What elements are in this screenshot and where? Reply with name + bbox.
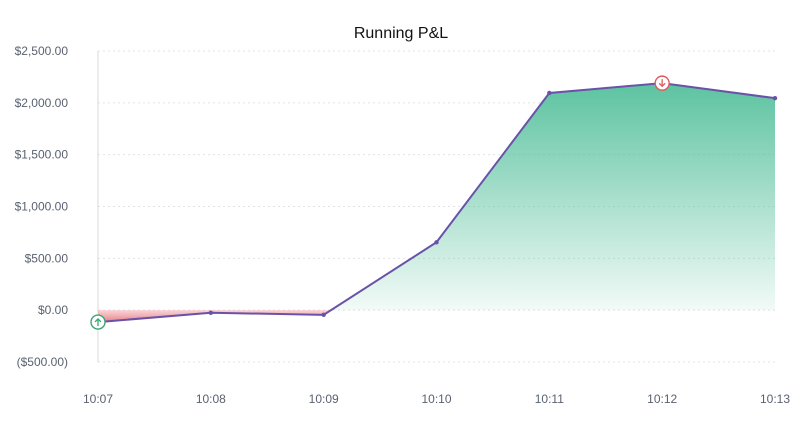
y-tick-label: $500.00 <box>25 251 69 265</box>
data-point <box>772 95 778 101</box>
y-tick-label: $2,000.00 <box>15 96 69 110</box>
x-tick-label: 10:11 <box>535 392 564 406</box>
y-tick-label: $1,500.00 <box>15 148 69 162</box>
chart-title: Running P&L <box>354 25 448 42</box>
x-tick-label: 10:08 <box>196 392 226 406</box>
data-point <box>208 310 214 315</box>
data-point <box>547 90 552 96</box>
area-layer <box>98 83 775 323</box>
arrow-down-icon <box>654 75 670 91</box>
arrow-up-icon <box>90 314 106 330</box>
marker-arrow <box>658 78 666 87</box>
y-tick-label: $1,000.00 <box>15 200 69 214</box>
x-tick-label: 10:13 <box>760 392 790 406</box>
y-tick-label: $2,500.00 <box>15 44 69 58</box>
data-point <box>321 312 326 318</box>
x-tick-label: 10:10 <box>421 392 451 406</box>
marker-arrow <box>94 318 102 327</box>
x-tick-label: 10:09 <box>309 392 339 406</box>
y-tick-label: $0.00 <box>38 303 68 317</box>
negative-area-fill <box>98 310 775 323</box>
data-point <box>434 240 439 245</box>
x-tick-label: 10:07 <box>83 392 113 406</box>
y-tick-label: ($500.00) <box>17 355 68 369</box>
tick-layer: $2,500.00 $2,000.00 $1,500.00 $1,000.00 $500… <box>15 44 791 406</box>
x-tick-label: 10:12 <box>647 392 677 406</box>
marker-layer <box>90 75 670 330</box>
positive-area-fill <box>98 83 775 311</box>
